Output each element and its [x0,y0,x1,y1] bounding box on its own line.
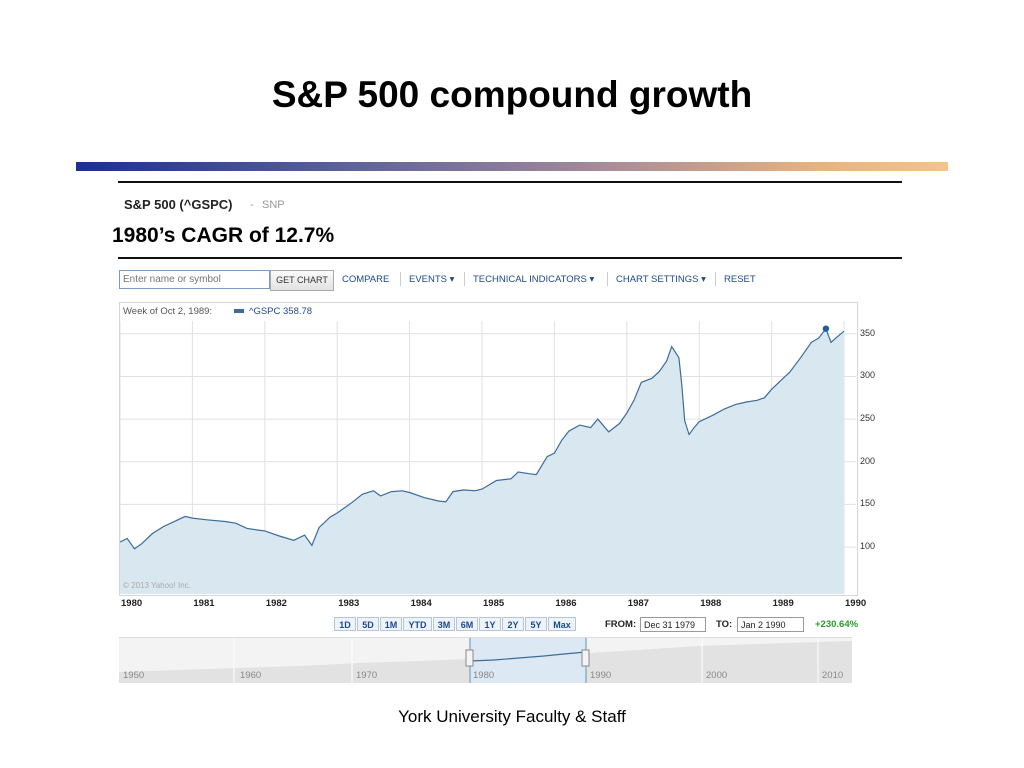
hover-date-label: Week of Oct 2, 1989: [123,306,213,317]
toolbar-separator [607,272,608,286]
top-divider [118,181,902,183]
x-tick-label: 1984 [410,598,432,609]
price-chart[interactable] [120,321,856,594]
toolbar-separator [400,272,401,286]
x-tick-label: 1988 [700,598,722,609]
series-swatch [234,309,244,313]
range-button-5y[interactable]: 5Y [525,617,547,631]
range-button-6m[interactable]: 6M [456,617,478,631]
x-tick-label: 1987 [627,598,649,609]
percent-change: +230.64% [815,619,859,630]
x-tick-label: 1990 [845,598,867,609]
y-tick-label: 100 [860,541,876,552]
title-gradient-rule [76,162,948,171]
series-value-label: ^GSPC 358.78 [249,306,313,317]
range-button-1m[interactable]: 1M [380,617,402,631]
nav-label: 1970 [356,670,378,681]
compare-button[interactable]: COMPARE [342,274,390,285]
slide-title: S&P 500 compound growth [271,74,753,115]
slide-footer: York University Faculty & Staff [398,707,626,726]
to-label: TO: [716,619,733,630]
quote-name: S&P 500 (^GSPC) [124,197,233,212]
range-button-max[interactable]: Max [548,617,576,631]
price-line [120,327,845,550]
get-chart-button[interactable]: GET CHART [270,270,334,291]
range-button-5d[interactable]: 5D [357,617,379,631]
range-button-2y[interactable]: 2Y [502,617,524,631]
copyright-text: © 2013 Yahoo! Inc. [123,581,191,590]
y-tick-label: 250 [860,413,876,424]
nav-label: 2000 [706,670,728,681]
navigator-sparkline [119,638,852,683]
toolbar-separator [464,272,465,286]
chart-toolbar: GET CHART COMPARE EVENTS ▾ TECHNICAL IND… [118,268,903,292]
reset-button[interactable]: RESET [724,274,756,285]
timeline-navigator[interactable] [119,637,852,683]
x-tick-label: 1986 [555,598,577,609]
x-tick-label: 1980 [121,598,143,609]
hover-marker [822,325,830,332]
from-label: FROM: [605,619,637,630]
from-date-input[interactable]: Dec 31 1979 [640,617,706,632]
events-menu[interactable]: EVENTS ▾ [409,274,455,285]
y-tick-label: 300 [860,370,876,381]
nav-label: 1960 [240,670,262,681]
toolbar-divider [118,257,902,259]
price-area [120,328,844,594]
nav-label: 2010 [822,670,844,681]
x-tick-label: 1981 [193,598,215,609]
technical-indicators-menu[interactable]: TECHNICAL INDICATORS ▾ [473,274,595,285]
y-tick-label: 150 [860,498,876,509]
chart-settings-menu[interactable]: CHART SETTINGS ▾ [616,274,706,285]
nav-label: 1950 [123,670,145,681]
nav-label: 1990 [590,670,612,681]
quote-separator: - [250,199,254,211]
range-button-3m[interactable]: 3M [433,617,455,631]
to-date-input[interactable]: Jan 2 1990 [737,617,804,632]
x-tick-label: 1985 [483,598,505,609]
range-button-1d[interactable]: 1D [334,617,356,631]
x-tick-label: 1982 [265,598,287,609]
cagr-subtitle: 1980’s CAGR of 12.7% [112,224,335,247]
range-button-1y[interactable]: 1Y [479,617,501,631]
quote-exchange: SNP [262,199,285,211]
symbol-search-input[interactable] [119,270,270,289]
x-tick-label: 1983 [338,598,360,609]
range-button-ytd[interactable]: YTD [403,617,432,631]
x-tick-label: 1989 [772,598,794,609]
nav-label: 1980 [473,670,495,681]
y-tick-label: 200 [860,455,876,466]
toolbar-separator [715,272,716,286]
y-tick-label: 350 [860,327,876,338]
